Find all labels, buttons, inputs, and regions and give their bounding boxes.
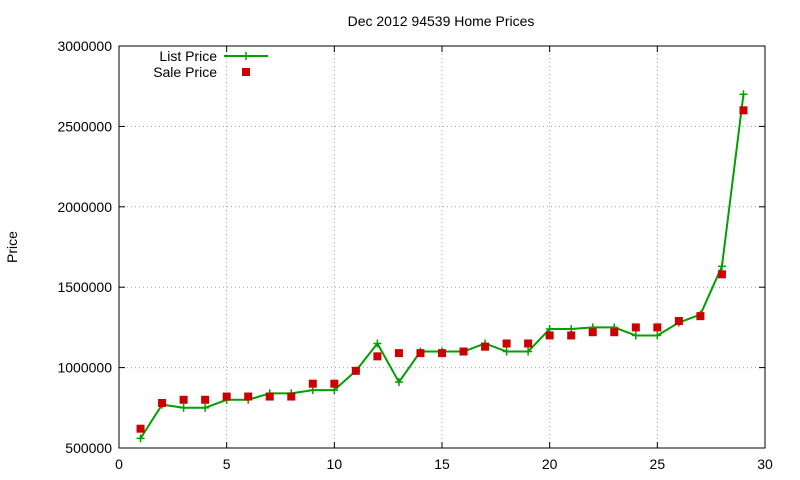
chart-title: Dec 2012 94539 Home Prices — [348, 13, 535, 29]
data-point — [717, 262, 726, 271]
x-tick-label: 10 — [327, 456, 343, 472]
data-point — [502, 339, 511, 348]
data-point — [524, 347, 533, 356]
data-point — [330, 379, 339, 388]
legend-label: List Price — [159, 48, 217, 64]
data-point — [158, 398, 167, 407]
data-point — [394, 349, 403, 358]
data-point — [631, 331, 640, 340]
data-point — [739, 106, 748, 115]
x-tick-label: 0 — [115, 456, 123, 472]
data-point — [373, 339, 382, 348]
data-point — [438, 349, 446, 358]
x-tick-label: 5 — [223, 456, 231, 472]
data-point — [610, 328, 619, 337]
series-layer — [136, 90, 748, 443]
x-tick-label: 30 — [757, 456, 773, 472]
data-point — [653, 331, 662, 340]
data-point — [265, 392, 274, 401]
data-point — [416, 349, 425, 358]
y-tick-label: 500000 — [65, 440, 112, 456]
legend-label: Sale Price — [153, 64, 217, 80]
legend-swatch-marker — [242, 52, 250, 60]
data-point — [459, 347, 468, 356]
y-tick-label: 3000000 — [57, 38, 112, 54]
data-point — [394, 378, 403, 387]
data-point — [373, 352, 382, 361]
data-point — [653, 323, 662, 332]
data-point — [567, 331, 576, 340]
data-point — [244, 392, 253, 401]
y-tick-label: 2500000 — [57, 118, 112, 134]
x-tick-label: 15 — [434, 456, 450, 472]
y-tick-label: 1000000 — [57, 360, 112, 376]
data-point — [136, 424, 145, 433]
data-point — [717, 270, 726, 279]
series-sale-price — [136, 106, 748, 433]
x-tick-label: 20 — [542, 456, 558, 472]
grid — [119, 46, 765, 448]
data-point — [136, 434, 145, 443]
data-point — [481, 342, 490, 351]
x-tick-label: 25 — [650, 456, 666, 472]
data-point — [308, 379, 317, 388]
data-point — [545, 331, 554, 340]
data-point — [588, 328, 597, 337]
data-point — [524, 339, 533, 348]
data-point — [179, 403, 188, 412]
data-point — [179, 395, 188, 404]
data-point — [351, 366, 360, 375]
data-point — [201, 395, 210, 404]
data-point — [201, 403, 210, 412]
data-point — [631, 323, 640, 332]
data-point — [502, 347, 511, 356]
data-point — [696, 312, 705, 321]
data-point — [739, 90, 748, 99]
data-point — [222, 392, 231, 401]
data-point — [287, 392, 296, 401]
legend-swatch-marker — [242, 68, 250, 76]
plot-frame — [118, 45, 766, 449]
y-tick-label: 1500000 — [57, 279, 112, 295]
y-axis-label: Price — [4, 231, 20, 263]
y-tick-label: 2000000 — [57, 199, 112, 215]
data-point — [674, 316, 683, 325]
